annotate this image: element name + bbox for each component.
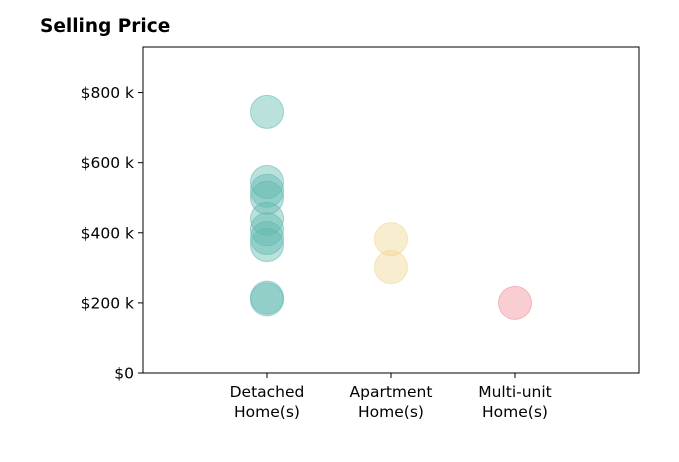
data-point: [250, 221, 284, 256]
data-point: [250, 212, 284, 247]
x-tick-label: Apartment Home(s): [350, 383, 433, 421]
data-point: [498, 285, 532, 320]
data-point: [374, 250, 408, 285]
y-tick-label: $200 k: [81, 294, 134, 312]
plot-area: [142, 46, 640, 374]
x-tick-label: Multi-unit Home(s): [478, 383, 552, 421]
data-point: [250, 173, 284, 208]
data-point: [250, 201, 284, 236]
data-point: [250, 94, 284, 129]
y-tick-label: $600 k: [81, 154, 134, 172]
data-point: [250, 228, 284, 263]
y-tick-label: $0: [114, 365, 134, 383]
data-point: [250, 180, 284, 215]
y-tick-label: $400 k: [81, 224, 134, 242]
chart-title: Selling Price: [40, 16, 171, 37]
data-points: [250, 94, 532, 320]
data-point: [374, 222, 408, 257]
data-point: [250, 282, 284, 317]
y-axis: $0 $200 k $400 k $600 k $800 k: [81, 84, 143, 383]
y-tick-label: $800 k: [81, 84, 134, 102]
data-point: [250, 164, 284, 199]
x-axis: Detached Home(s) Apartment Home(s) Multi-uni…: [230, 373, 552, 421]
x-tick-label: Detached Home(s): [230, 383, 305, 421]
